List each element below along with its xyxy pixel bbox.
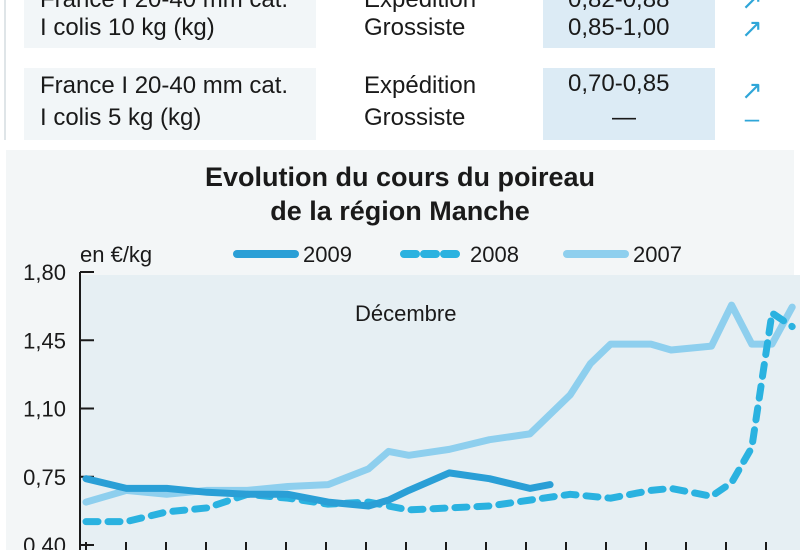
product-line-1: France I 20-40 mm cat.	[40, 0, 288, 16]
y-tick-label: 0,75	[23, 465, 66, 490]
trend-up-icon: ↗	[741, 75, 763, 105]
y-tick-label: 1,80	[23, 260, 66, 285]
price-line-2: 0,85-1,00	[568, 14, 670, 41]
y-tick-label: 1,45	[23, 328, 66, 353]
table-left-rule	[4, 0, 6, 140]
price-line-2: —	[612, 104, 636, 131]
y-axis-label: en €/kg	[80, 242, 152, 267]
trend-flat-icon: –	[744, 103, 760, 133]
chart-title-line-1: Evolution du cours du poireau	[204, 162, 595, 192]
y-tick-label: 0,40	[23, 533, 66, 550]
series-line-2008	[82, 309, 796, 526]
product-line-2: I colis 5 kg (kg)	[40, 104, 202, 131]
legend-label-2008: 2008	[470, 242, 519, 267]
stage-line-2: Grossiste	[364, 14, 466, 41]
y-axis: 0,40 0,75 1,10 1,45 1,80	[23, 260, 94, 550]
price-line-1: 0,82-0,88	[568, 0, 669, 16]
x-axis	[85, 542, 767, 550]
series-line-2009	[82, 469, 554, 510]
series-layer	[82, 301, 796, 526]
price-line-1: 0,70-0,85	[568, 70, 670, 97]
trend-up-icon: ↗	[741, 0, 763, 15]
legend: 2009 2008 2007	[233, 242, 682, 267]
legend-label-2007: 2007	[633, 242, 682, 267]
month-annotation: Décembre	[355, 301, 456, 326]
product-line-1: France I 20-40 mm cat.	[40, 72, 289, 99]
stage-line-2: Grossiste	[364, 104, 466, 131]
chart-title-line-2: de la région Manche	[270, 196, 530, 226]
stage-line-1: Expédition	[364, 0, 476, 16]
product-band	[24, 68, 316, 140]
trend-up-icon: ↗	[741, 13, 763, 43]
plot-area	[80, 275, 800, 550]
price-band	[543, 0, 715, 48]
chart-title: Evolution du cours du poireau de la régi…	[6, 160, 794, 228]
stage-line-1: Expédition	[364, 72, 477, 99]
legend-label-2009: 2009	[303, 242, 352, 267]
product-band	[24, 0, 316, 48]
table-row: France I 20-40 mm cat. I colis 10 kg (kg…	[0, 0, 800, 48]
y-tick-label: 1,10	[23, 397, 66, 422]
table-row: France I 20-40 mm cat. I colis 5 kg (kg)…	[0, 68, 800, 140]
product-line-2: I colis 10 kg (kg)	[40, 14, 215, 41]
price-band	[543, 68, 715, 140]
